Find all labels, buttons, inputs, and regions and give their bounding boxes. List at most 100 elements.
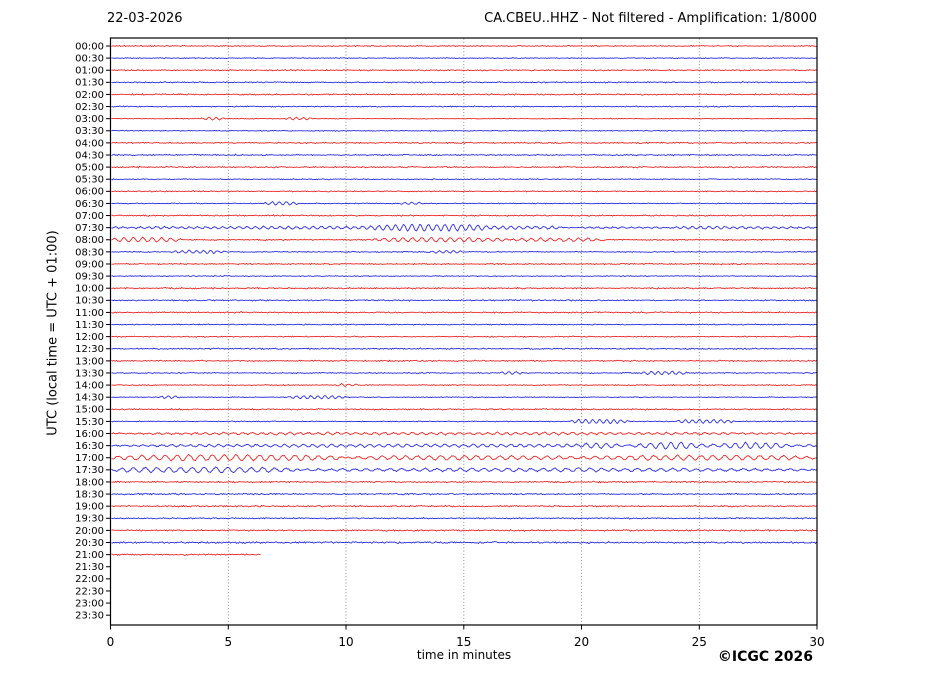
y-tick-label: 07:00 (75, 211, 104, 222)
x-tick-label: 10 (338, 635, 353, 649)
y-tick-label: 03:00 (75, 114, 104, 125)
trace-0030 (111, 57, 817, 60)
y-tick-label: 04:00 (75, 138, 104, 149)
trace-1300 (111, 359, 817, 363)
y-tick-label: 20:00 (75, 526, 104, 537)
trace-1030 (111, 299, 817, 302)
trace-1100 (111, 311, 817, 314)
trace-0700 (111, 214, 817, 217)
x-tick-label: 5 (224, 635, 232, 649)
y-tick-label: 06:00 (75, 187, 104, 198)
y-tick-label: 15:30 (75, 417, 104, 428)
y-tick-label: 13:00 (75, 356, 104, 367)
trace-1330 (111, 370, 817, 376)
y-tick-label: 13:30 (75, 368, 104, 379)
y-tick-label: 16:00 (75, 429, 104, 440)
y-tick-label: 19:30 (75, 514, 104, 525)
y-tick-label: 12:00 (75, 332, 104, 343)
y-tick-label: 17:00 (75, 453, 104, 464)
trace-0800 (111, 236, 817, 243)
y-tick-label: 00:00 (75, 41, 104, 52)
y-tick-label: 02:00 (75, 90, 104, 101)
trace-1530 (111, 418, 817, 425)
y-tick-label: 14:30 (75, 393, 104, 404)
x-tick-label: 0 (107, 635, 115, 649)
y-tick-label: 11:30 (75, 320, 104, 331)
y-tick-label: 16:30 (75, 441, 104, 452)
trace-0830 (111, 249, 817, 255)
trace-0530 (111, 178, 817, 181)
y-tick-label: 01:30 (75, 78, 104, 89)
trace-1730 (111, 466, 817, 474)
y-tick-label: 15:00 (75, 405, 104, 416)
x-tick-label: 25 (692, 635, 707, 649)
y-tick-label: 17:30 (75, 465, 104, 476)
y-tick-label: 12:30 (75, 344, 104, 355)
y-tick-label: 19:00 (75, 502, 104, 513)
trace-0630 (111, 201, 817, 206)
trace-0900 (111, 262, 817, 266)
x-axis-label: time in minutes (416, 648, 512, 662)
y-tick-label: 23:30 (75, 611, 104, 622)
trace-1430 (111, 394, 817, 400)
trace-0400 (111, 141, 817, 145)
x-tick-label: 20 (574, 635, 589, 649)
trace-0130 (111, 81, 817, 84)
trace-1700 (111, 454, 817, 462)
trace-2030 (111, 540, 817, 545)
y-tick-label: 05:00 (75, 163, 104, 174)
trace-2000 (111, 529, 817, 532)
trace-1600 (111, 431, 817, 436)
y-tick-label: 21:00 (75, 550, 104, 561)
trace-2100 (111, 553, 261, 556)
y-tick-label: 02:30 (75, 102, 104, 113)
y-tick-label: 00:30 (75, 54, 104, 65)
y-tick-label: 05:30 (75, 175, 104, 186)
y-tick-label: 18:30 (75, 490, 104, 501)
y-tick-label: 09:30 (75, 272, 104, 283)
y-tick-label: 10:00 (75, 284, 104, 295)
y-tick-label: 09:00 (75, 259, 104, 270)
copyright-label: ©ICGC 2026 (717, 649, 813, 665)
trace-0230 (111, 105, 817, 108)
y-tick-label: 18:00 (75, 477, 104, 488)
x-tick-label: 30 (809, 635, 824, 649)
trace-1400 (111, 383, 817, 387)
y-tick-label: 14:00 (75, 381, 104, 392)
y-tick-label: 22:00 (75, 574, 104, 585)
y-tick-label: 10:30 (75, 296, 104, 307)
trace-1000 (111, 286, 817, 290)
trace-0100 (111, 69, 817, 72)
y-tick-label: 04:30 (75, 150, 104, 161)
trace-1830 (111, 492, 817, 496)
y-tick-label: 21:30 (75, 562, 104, 573)
y-tick-label: 06:30 (75, 199, 104, 210)
y-tick-label: 22:30 (75, 586, 104, 597)
y-tick-label: 08:30 (75, 247, 104, 258)
trace-1900 (111, 504, 817, 508)
plot-frame (109, 37, 818, 626)
trace-0430 (111, 153, 817, 157)
trace-1500 (111, 408, 817, 411)
trace-1130 (111, 323, 817, 326)
trace-1930 (111, 517, 817, 520)
trace-1200 (111, 335, 817, 338)
trace-1230 (111, 347, 817, 350)
trace-0330 (111, 129, 817, 132)
trace-0600 (111, 190, 817, 193)
chart-title: CA.CBEU..HHZ - Not filtered - Amplificat… (484, 11, 817, 26)
trace-1630 (111, 441, 817, 450)
trace-0930 (111, 274, 817, 278)
x-tick-label: 15 (456, 635, 471, 649)
y-tick-label: 07:30 (75, 223, 104, 234)
trace-0200 (111, 93, 817, 96)
trace-0000 (111, 44, 817, 48)
trace-1800 (111, 480, 817, 484)
y-tick-label: 23:00 (75, 599, 104, 610)
y-tick-label: 01:00 (75, 66, 104, 77)
trace-0500 (111, 165, 817, 169)
y-tick-label: 20:30 (75, 538, 104, 549)
y-tick-label: 03:30 (75, 126, 104, 137)
